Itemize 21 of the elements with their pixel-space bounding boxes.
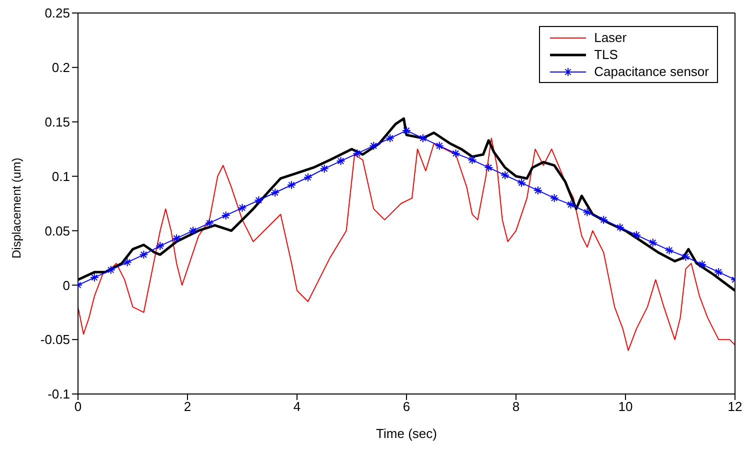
y-tick-label: 0.1	[52, 168, 70, 184]
y-tick-label: 0.2	[52, 60, 70, 76]
x-tick-label: 12	[728, 399, 742, 414]
legend-label: TLS	[594, 46, 618, 63]
x-tick-label: 10	[618, 399, 633, 414]
y-axis-title: Displacement (um)	[9, 158, 24, 258]
y-tick-label: -0.05	[40, 332, 70, 348]
x-tick-label: 6	[402, 399, 410, 414]
x-tick-label: 8	[512, 399, 520, 414]
y-tick-label: -0.1	[48, 386, 70, 402]
y-tick-label: 0	[62, 278, 70, 293]
y-tick-label: 0.15	[44, 114, 70, 130]
x-axis-title: Time (sec)	[376, 426, 437, 441]
line-series	[78, 138, 735, 351]
x-tick-label: 2	[184, 399, 192, 414]
y-tick-label: 0.25	[44, 6, 70, 21]
x-tick-label: 4	[293, 399, 301, 414]
y-tick-label: 0.05	[44, 223, 70, 238]
legend-label: Capacitance sensor	[594, 63, 709, 80]
legend-label: Laser	[594, 29, 627, 46]
x-tick-label: 0	[74, 399, 82, 414]
